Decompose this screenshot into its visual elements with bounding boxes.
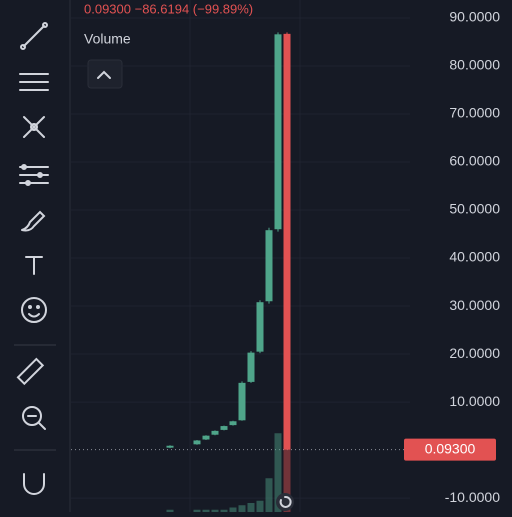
volume-bar bbox=[274, 433, 282, 512]
plot: 90.0000 80.0000 70.0000 60.0000 50.0000 40.00… bbox=[71, 0, 500, 512]
candle-body bbox=[211, 430, 219, 435]
y-tick-label: 10.0000 bbox=[449, 393, 500, 409]
parallel-lines-tool[interactable] bbox=[19, 73, 49, 91]
trend-line-tool[interactable] bbox=[20, 22, 48, 50]
y-tick-label: 70.0000 bbox=[449, 105, 500, 121]
candle-body bbox=[193, 440, 201, 445]
candle-body bbox=[283, 33, 291, 450]
candle-body bbox=[256, 302, 264, 352]
reset-icon bbox=[279, 495, 292, 508]
candle-body bbox=[229, 421, 237, 426]
reset-button[interactable] bbox=[276, 493, 294, 511]
magnet-tool[interactable] bbox=[23, 473, 45, 495]
volume-bar bbox=[166, 509, 174, 512]
y-tick-label: 50.0000 bbox=[449, 201, 500, 217]
y-tick-label: 30.0000 bbox=[449, 297, 500, 313]
volume-bar bbox=[265, 478, 273, 512]
candle-body bbox=[166, 445, 174, 448]
candle-body bbox=[247, 352, 255, 382]
candle-body bbox=[202, 435, 210, 440]
candle-body bbox=[274, 34, 282, 230]
y-tick-label: 20.0000 bbox=[449, 345, 500, 361]
collapse-icon bbox=[97, 70, 111, 79]
fib-tool[interactable] bbox=[19, 164, 49, 186]
emoji-tool[interactable] bbox=[21, 297, 47, 323]
text-tool[interactable] bbox=[25, 256, 43, 275]
volume-bar bbox=[202, 509, 210, 512]
volume-bar bbox=[238, 505, 246, 512]
candle-body bbox=[265, 230, 273, 302]
y-tick-label: 90.0000 bbox=[449, 9, 500, 25]
pattern-tool[interactable] bbox=[23, 116, 45, 138]
volume-bar bbox=[283, 422, 291, 512]
collapse-button[interactable] bbox=[87, 59, 123, 89]
brush-tool[interactable] bbox=[21, 210, 46, 232]
volume-bar bbox=[193, 509, 201, 512]
y-tick-label: 80.0000 bbox=[449, 57, 500, 73]
volume-bar bbox=[256, 500, 264, 512]
volume-bar bbox=[220, 509, 228, 512]
quote-header: 0.09300 −86.6194 (−99.89%) bbox=[84, 1, 253, 16]
volume-label: Volume bbox=[84, 31, 131, 47]
y-tick-label: -10.0000 bbox=[445, 489, 500, 505]
y-tick-label: 40.0000 bbox=[449, 249, 500, 265]
candle-body bbox=[238, 382, 246, 421]
y-tick-label: 60.0000 bbox=[449, 153, 500, 169]
toolbar bbox=[14, 0, 71, 512]
last-price-label: 0.09300 bbox=[425, 440, 476, 456]
volume-bar bbox=[229, 507, 237, 512]
volume-bar bbox=[211, 509, 219, 512]
ruler-tool[interactable] bbox=[16, 357, 45, 386]
zoom-tool[interactable] bbox=[22, 406, 46, 430]
last-price-box bbox=[404, 438, 496, 461]
candle-body bbox=[220, 426, 228, 430]
volume-bar bbox=[247, 503, 255, 512]
